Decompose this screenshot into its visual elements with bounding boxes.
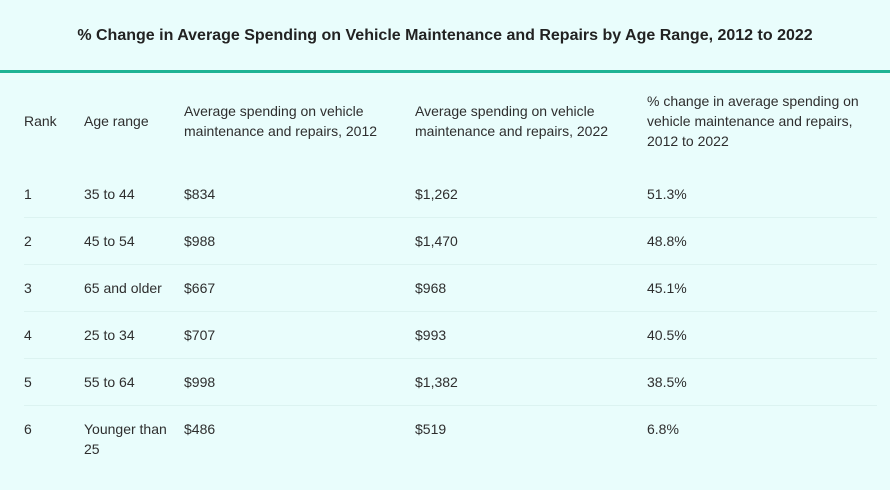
rank-cell: 4 bbox=[24, 311, 84, 359]
percent-change-cell: 48.8% bbox=[647, 217, 877, 265]
spending-2022-cell: $1,262 bbox=[415, 186, 458, 202]
table-row: 4 25 to 34 $707 $993 40.5% bbox=[24, 311, 877, 359]
table-row: 1 35 to 44 $834 $1,262 51.3% bbox=[24, 171, 877, 218]
header-row: Rank Age range Average spending on vehic… bbox=[24, 73, 877, 171]
rank-cell: 5 bbox=[24, 358, 84, 406]
table-row: 6 Younger than 25 $486 $519 6.8% bbox=[24, 405, 877, 472]
spending-2012-cell: $998 bbox=[184, 358, 415, 406]
header-spending-2022: Average spending on vehicle maintenance … bbox=[415, 103, 609, 139]
header-rank: Rank bbox=[24, 113, 57, 129]
age-range-cell: 25 to 34 bbox=[84, 311, 184, 359]
age-range-cell: 35 to 44 bbox=[84, 186, 135, 202]
spending-2022-cell: $1,382 bbox=[415, 358, 647, 406]
spending-2022-cell: $519 bbox=[415, 405, 647, 472]
table-row: 3 65 and older $667 $968 45.1% bbox=[24, 264, 877, 312]
spending-2022-cell: $993 bbox=[415, 311, 647, 359]
age-range-cell: Younger than 25 bbox=[84, 405, 184, 472]
percent-change-cell: 38.5% bbox=[647, 358, 877, 406]
rank-cell: 1 bbox=[24, 186, 32, 202]
spending-2022-cell: $968 bbox=[415, 264, 647, 312]
age-range-cell: 65 and older bbox=[84, 264, 184, 312]
table-title: % Change in Average Spending on Vehicle … bbox=[77, 27, 813, 44]
age-range-cell: 45 to 54 bbox=[84, 217, 184, 265]
title-divider bbox=[0, 70, 890, 73]
rank-cell: 2 bbox=[24, 217, 84, 265]
spending-2012-cell: $667 bbox=[184, 264, 415, 312]
spending-2012-cell: $486 bbox=[184, 405, 415, 472]
spending-2012-cell: $834 bbox=[184, 186, 216, 202]
percent-change-cell: 6.8% bbox=[647, 405, 877, 472]
percent-change-cell: 40.5% bbox=[647, 311, 877, 359]
age-range-cell: 55 to 64 bbox=[84, 358, 184, 406]
header-spending-2012: Average spending on vehicle maintenance … bbox=[184, 103, 378, 139]
spending-2012-cell: $988 bbox=[184, 217, 415, 265]
spending-table: Rank Age range Average spending on vehic… bbox=[24, 73, 877, 472]
table-row: 5 55 to 64 $998 $1,382 38.5% bbox=[24, 358, 877, 406]
header-percent-change: % change in average spending on vehicle … bbox=[647, 93, 859, 149]
header-age-range: Age range bbox=[84, 113, 149, 129]
rank-cell: 6 bbox=[24, 405, 84, 472]
percent-change-cell: 51.3% bbox=[647, 186, 687, 202]
percent-change-cell: 45.1% bbox=[647, 264, 877, 312]
spending-2022-cell: $1,470 bbox=[415, 217, 647, 265]
spending-2012-cell: $707 bbox=[184, 311, 415, 359]
rank-cell: 3 bbox=[24, 264, 84, 312]
table-row: 2 45 to 54 $988 $1,470 48.8% bbox=[24, 217, 877, 265]
